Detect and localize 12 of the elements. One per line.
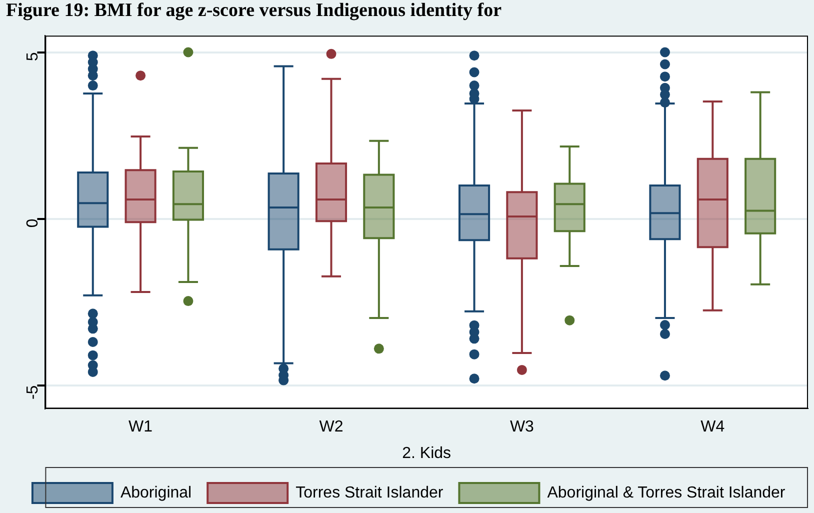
x-axis-title: 2. Kids <box>402 444 452 462</box>
legend-label: Torres Strait Islander <box>296 484 444 502</box>
legend-label: Aboriginal & Torres Strait Islander <box>547 484 786 502</box>
x-tick-label: W3 <box>510 418 534 436</box>
y-tick-label: 0 <box>24 218 42 228</box>
x-tick-label: W1 <box>128 418 153 436</box>
x-tick-label: W2 <box>319 418 344 436</box>
chart-title: Figure 19: BMI for age z-score versus Indigenous identity for <box>5 0 503 22</box>
y-tick-label: -5 <box>24 385 42 400</box>
y-tick-label: 5 <box>24 52 42 62</box>
x-tick-label: W4 <box>700 418 725 436</box>
legend-label: Aboriginal <box>120 484 192 502</box>
